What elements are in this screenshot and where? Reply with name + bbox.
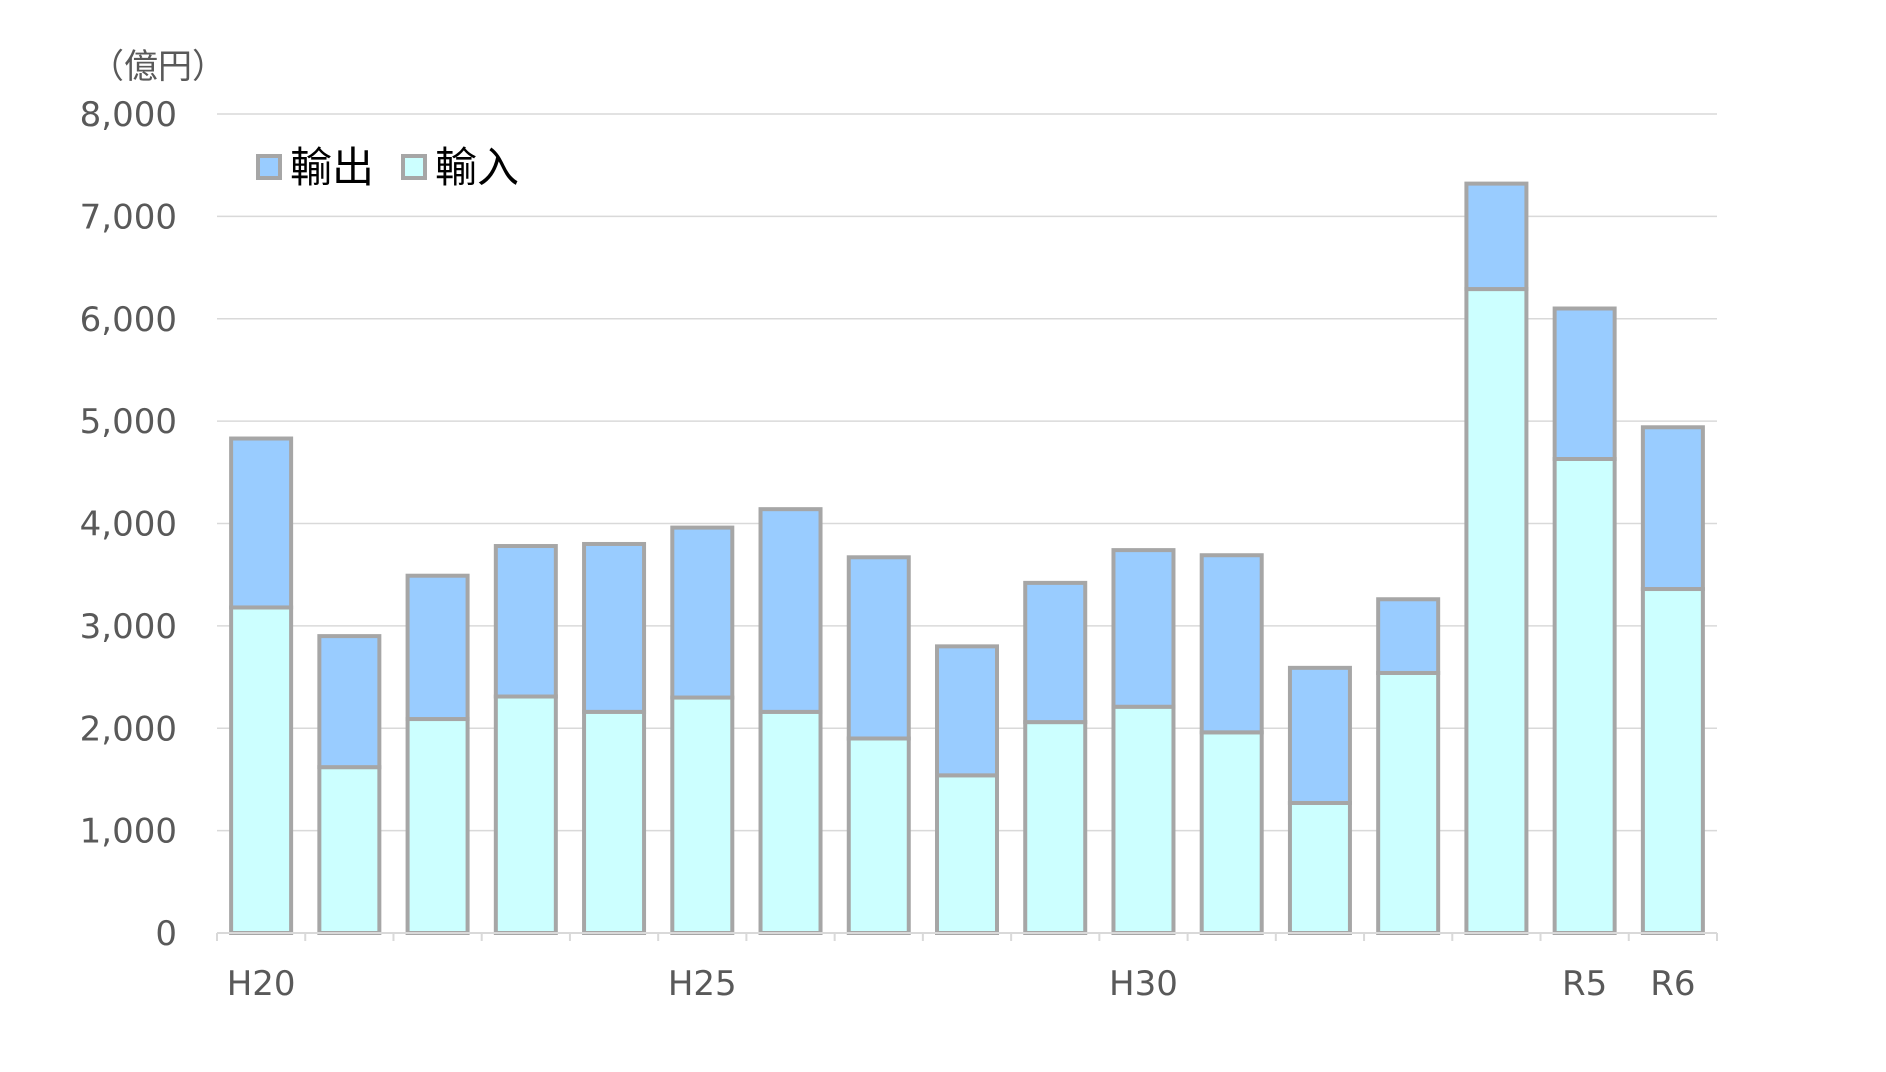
- bar-segment-export: [317, 634, 382, 770]
- y-unit-label: （億円）: [90, 47, 226, 87]
- bar-segment-import: [1376, 670, 1441, 936]
- y-tick-label: 6,000: [80, 300, 177, 340]
- y-tick-label: 4,000: [80, 505, 177, 545]
- bar-segment-export: [935, 644, 999, 778]
- legend-label-import: 輸入: [435, 143, 519, 192]
- bar-segment-export: [846, 555, 911, 741]
- bar-segment-export: [1464, 181, 1529, 292]
- bar-segment-import: [582, 709, 647, 935]
- x-axis: [216, 932, 1718, 941]
- bar-segment-export: [758, 507, 823, 714]
- bar-segment-import: [846, 736, 911, 935]
- bar-segment-export: [1552, 306, 1617, 462]
- bar-segment-export: [405, 573, 470, 722]
- legend-label-export: 輸出: [290, 143, 374, 192]
- x-tick-label: H25: [668, 964, 737, 1004]
- legend: 輸出 輸入: [256, 143, 519, 192]
- x-tick-label: R6: [1650, 964, 1695, 1004]
- bar-segment-export: [582, 541, 647, 714]
- bar-segment-export: [1111, 548, 1176, 709]
- bars: [229, 181, 1705, 936]
- y-tick-label: 5,000: [80, 402, 177, 442]
- x-tick-label: R5: [1562, 964, 1607, 1004]
- y-tick-label: 7,000: [80, 197, 177, 237]
- bar-segment-import: [1552, 457, 1617, 935]
- y-tick-label: 0: [155, 914, 177, 954]
- bar-segment-export: [670, 525, 735, 700]
- bar-segment-import: [935, 773, 999, 936]
- y-tick-label: 8,000: [80, 95, 177, 135]
- legend-swatch-import: [401, 154, 427, 180]
- bar-segment-import: [229, 605, 294, 935]
- bar-segment-import: [1464, 287, 1529, 935]
- y-tick-label: 2,000: [80, 709, 177, 749]
- x-tick-labels: H20 H25 H30 R5 R6: [227, 964, 1696, 1004]
- y-tick-labels: 0 1,000 2,000 3,000 4,000 5,000 6,000 7,000 8,00…: [80, 95, 177, 954]
- bar-segment-import: [670, 695, 735, 935]
- x-tick-label: H30: [1109, 964, 1178, 1004]
- bar-segment-import: [405, 717, 470, 935]
- y-tick-label: 3,000: [80, 607, 177, 647]
- bar-segment-import: [1023, 720, 1088, 935]
- bar-segment-import: [1199, 730, 1264, 935]
- bar-segment-import: [1111, 704, 1176, 935]
- bar-segment-import: [1287, 800, 1352, 936]
- y-tick-label: 1,000: [80, 812, 177, 852]
- bar-segment-export: [229, 436, 294, 610]
- bar-segment-export: [493, 544, 558, 699]
- bar-segment-export: [1199, 553, 1264, 735]
- bar-segment-import: [493, 694, 558, 935]
- bar-segment-export: [1023, 580, 1088, 725]
- bar-segment-export: [1287, 665, 1352, 805]
- bar-segment-export: [1640, 425, 1705, 592]
- bar-segment-import: [758, 709, 823, 935]
- legend-swatch-export: [256, 154, 282, 180]
- bar-segment-export: [1376, 597, 1441, 675]
- x-tick-label: H20: [227, 964, 296, 1004]
- bar-segment-import: [317, 765, 382, 936]
- bar-segment-import: [1640, 587, 1705, 936]
